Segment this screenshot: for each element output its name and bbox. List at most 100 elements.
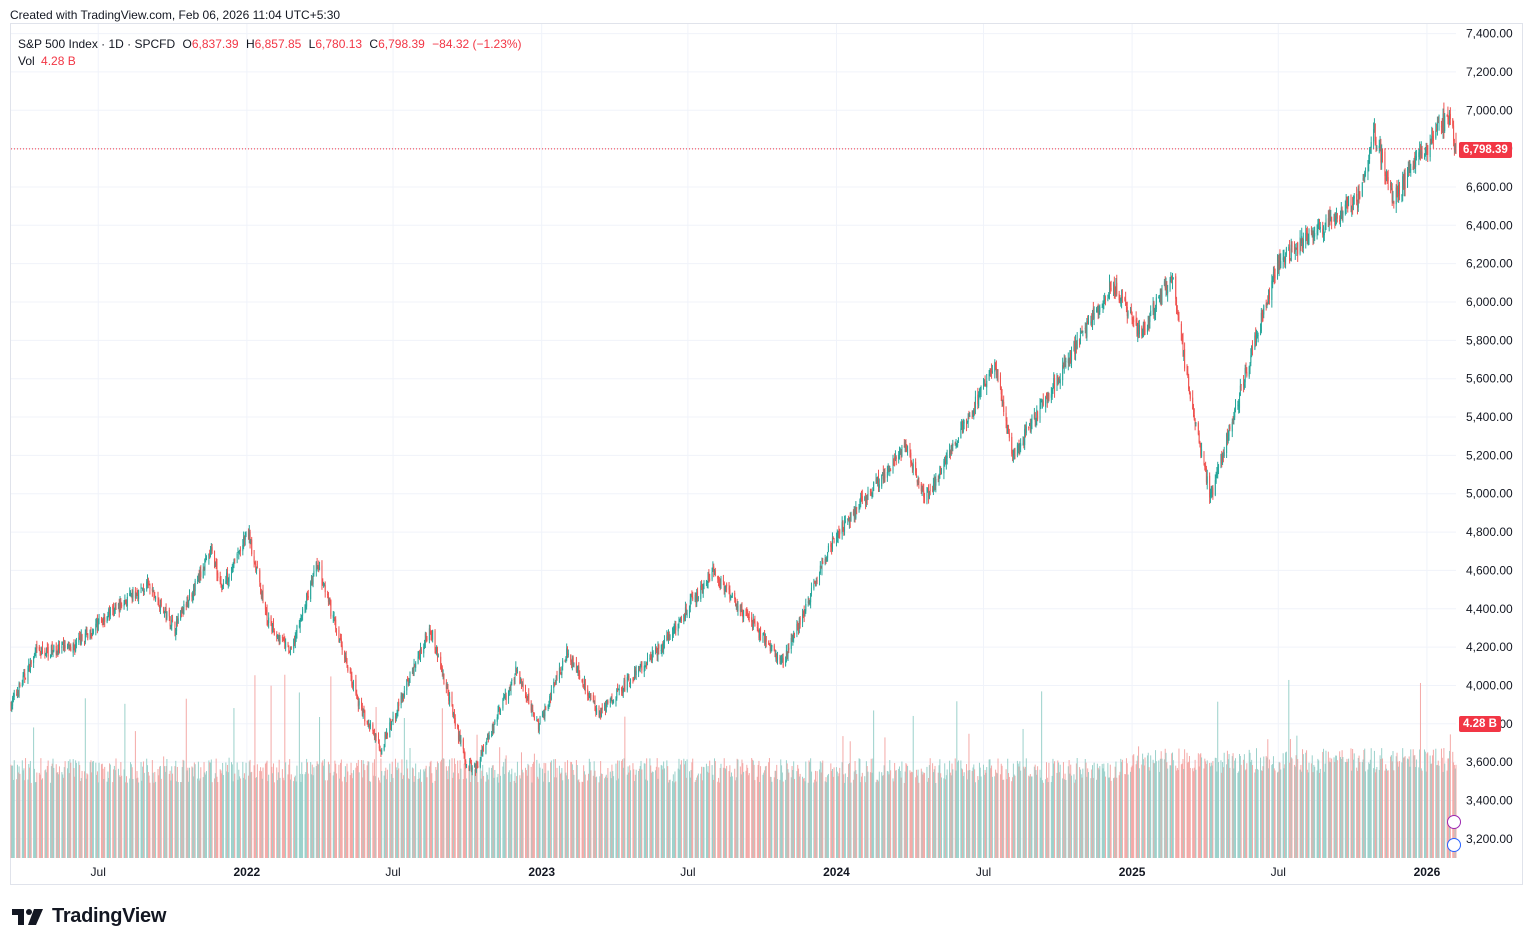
volume-bar — [725, 769, 727, 858]
candle-body — [684, 606, 686, 618]
volume-bar — [1201, 757, 1203, 858]
candle-body — [884, 474, 886, 479]
volume-bar — [515, 782, 517, 858]
candle-body — [1300, 238, 1302, 243]
volume-bar — [1386, 768, 1388, 858]
volume-bar — [1116, 777, 1118, 858]
volume-bar — [678, 758, 680, 858]
candle-body — [154, 596, 156, 598]
volume-bar — [926, 766, 928, 858]
candle-body — [46, 648, 48, 654]
candle-body — [751, 620, 753, 628]
volume-bar — [1103, 763, 1105, 858]
candle-body — [903, 445, 905, 448]
volume-bar — [378, 780, 380, 858]
candle-body — [193, 588, 195, 597]
candle-body — [924, 497, 926, 499]
volume-bar — [810, 758, 812, 858]
candle-body — [115, 602, 117, 606]
symbol-label[interactable]: S&P 500 Index · 1D · SPCFD — [18, 37, 176, 51]
volume-bar — [623, 758, 625, 858]
volume-bar — [895, 770, 897, 858]
alert-clock-icon[interactable] — [1447, 815, 1461, 829]
volume-bar — [731, 776, 733, 858]
volume-bar — [747, 767, 749, 858]
volume-bar — [414, 776, 416, 858]
candle-body — [312, 574, 314, 584]
candle-body — [155, 596, 157, 600]
volume-label[interactable]: Vol — [18, 54, 35, 68]
candle-body — [1318, 225, 1320, 227]
volume-bar — [109, 764, 111, 858]
candle-body — [633, 678, 635, 680]
candle-body — [164, 607, 166, 611]
volume-bar — [961, 768, 963, 858]
volume-bar — [1074, 782, 1076, 858]
volume-bar — [604, 778, 606, 858]
candle-body — [1158, 296, 1160, 299]
candle-body — [1039, 405, 1041, 421]
volume-bar — [1039, 769, 1041, 858]
volume-bar — [684, 764, 686, 858]
candle-body — [357, 697, 359, 707]
candle-body — [1176, 312, 1178, 314]
volume-bar — [977, 776, 979, 858]
volume-bar — [306, 758, 308, 858]
volume-bar — [960, 760, 962, 858]
volume-bar — [282, 777, 284, 858]
candle-body — [182, 607, 184, 614]
candle-body — [1452, 119, 1454, 127]
candle-body — [447, 686, 449, 694]
volume-bar — [827, 775, 829, 858]
candle-body — [130, 593, 132, 595]
candle-body — [689, 599, 691, 608]
volume-bar — [969, 769, 971, 858]
y-tick-label: 7,200.00 — [1466, 65, 1513, 79]
volume-bar — [954, 758, 956, 858]
volume-bar — [1424, 751, 1426, 858]
candle-body — [651, 656, 653, 662]
volume-bar — [1452, 751, 1454, 858]
volume-bar — [797, 764, 799, 858]
candle-body — [339, 638, 341, 642]
x-tick-label: 2022 — [234, 865, 261, 879]
volume-bar — [1391, 761, 1393, 858]
volume-bar — [1246, 763, 1248, 858]
candle-body — [741, 606, 743, 615]
volume-bar — [1455, 764, 1457, 858]
event-flag-icon[interactable] — [1447, 838, 1461, 852]
volume-bar — [703, 767, 705, 858]
candle-body — [980, 386, 982, 390]
candle-body — [859, 500, 861, 504]
time-axis[interactable]: Jul 2022 Jul 2023 Jul 2024 Jul 2025 Jul 2026 — [91, 865, 1441, 879]
candle-body — [991, 371, 993, 373]
volume-bar — [28, 763, 30, 858]
volume-bar — [277, 780, 279, 858]
candle-body — [1285, 256, 1287, 263]
candle-body — [458, 735, 460, 740]
volume-bar — [1178, 748, 1180, 858]
candle-body — [476, 762, 478, 766]
candle-body — [1305, 232, 1307, 242]
candle-body — [934, 479, 936, 485]
volume-bar — [615, 763, 617, 858]
candle-body — [130, 591, 132, 594]
candle-body — [1034, 412, 1036, 422]
candle-body — [906, 448, 908, 451]
candle-body — [239, 549, 241, 552]
candle-body — [187, 596, 189, 606]
candle-body — [1356, 204, 1358, 206]
volume-bar — [61, 772, 63, 858]
volume-bar — [539, 767, 541, 858]
volume-bar — [1076, 758, 1078, 858]
candle-body — [510, 681, 512, 693]
volume-bar — [1005, 769, 1007, 858]
candle-body — [973, 408, 975, 413]
volume-bar — [97, 782, 99, 858]
volume-bar — [1008, 773, 1010, 858]
volume-bar — [944, 763, 946, 858]
volume-bar — [50, 766, 52, 858]
candle-body — [323, 583, 325, 585]
candle-body — [289, 651, 291, 653]
